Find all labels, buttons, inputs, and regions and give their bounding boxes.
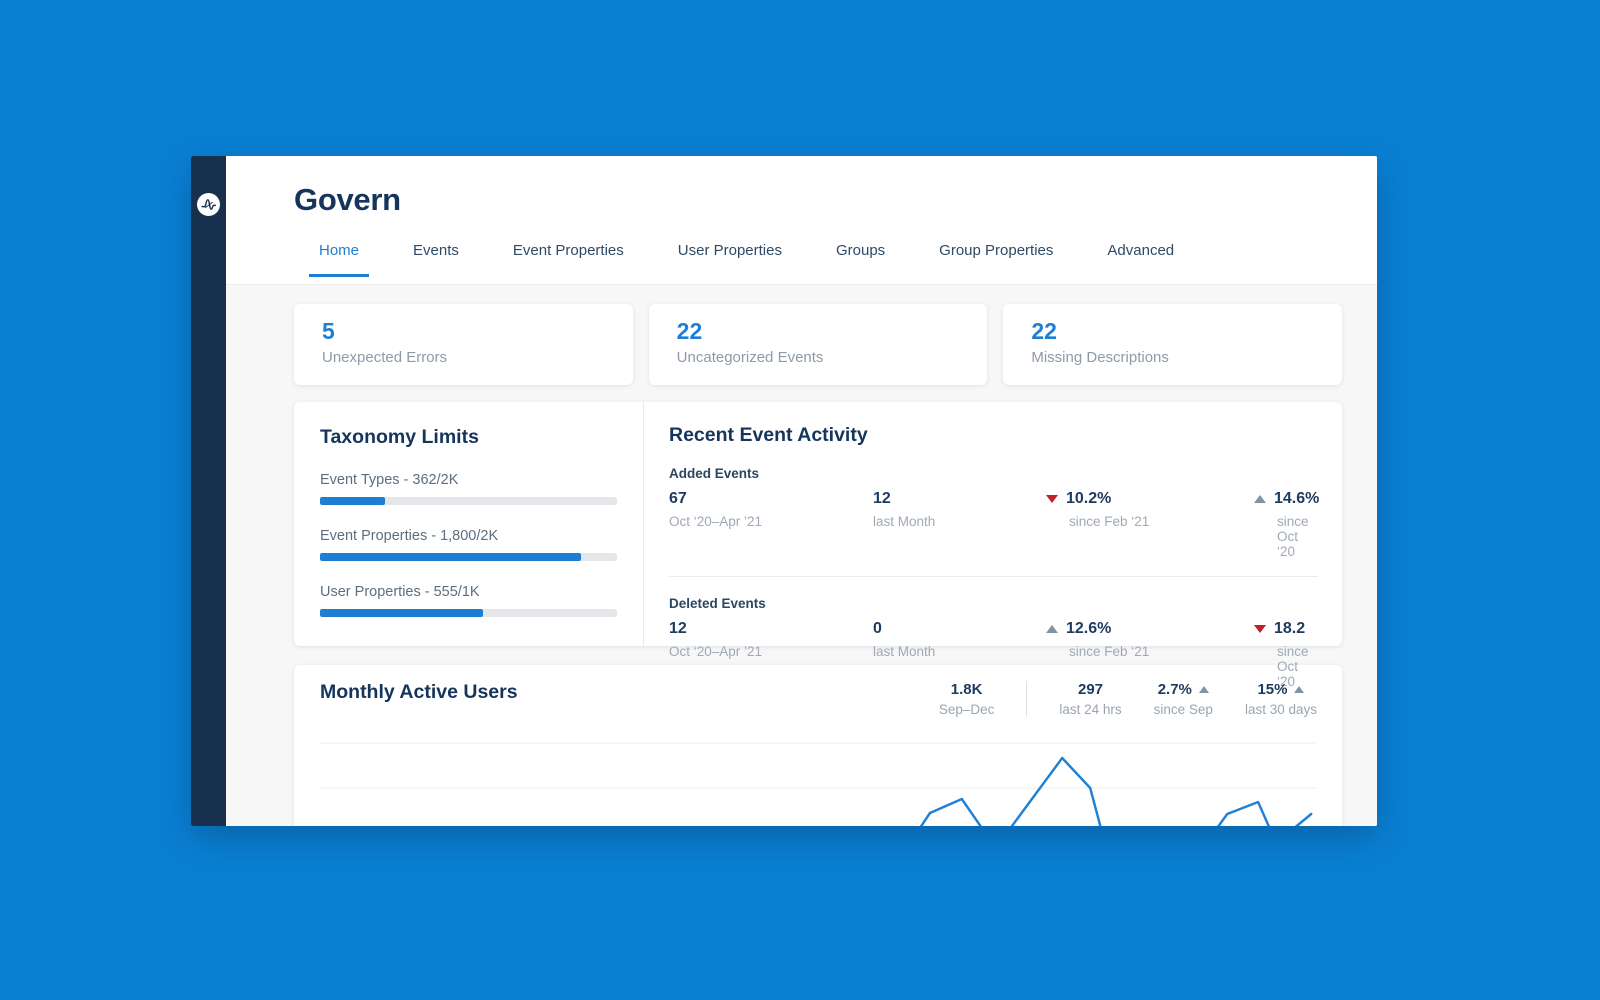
arrow-down-icon	[1254, 625, 1266, 633]
deleted-events-label: Deleted Events	[669, 596, 766, 611]
arrow-up-icon	[1198, 686, 1209, 693]
tab-user-properties[interactable]: User Properties	[677, 242, 782, 259]
waveform-glyph	[201, 199, 217, 210]
app-window: Govern Home Events Event Properties User…	[191, 156, 1377, 826]
taxonomy-item-label: Event Types - 362/2K	[320, 472, 459, 488]
stat-block: 10.2% since Feb ‘21	[1046, 490, 1254, 559]
arrow-up-icon	[1046, 625, 1058, 633]
arrow-up-icon	[1294, 686, 1305, 693]
progress-fill	[320, 497, 386, 505]
stat-block: 1.8K Sep–Dec	[939, 681, 995, 717]
stat-value: 5	[322, 318, 335, 344]
stat-value: 0	[873, 620, 882, 637]
stat-block: 297 last 24 hrs	[1059, 681, 1121, 717]
stat-sub: Oct ‘20–Apr ’21	[669, 644, 763, 659]
taxonomy-item-event-types: Event Types - 362/2K	[320, 472, 617, 505]
stat-value: 15%	[1257, 681, 1288, 698]
deleted-events-stats: 12 Oct ‘20–Apr ’21 0 last Month 12.6%	[669, 620, 1318, 689]
stat-sub: last 30 days	[1244, 702, 1317, 717]
taxonomy-item-label: Event Properties - 1,800/2K	[320, 528, 499, 544]
vertical-divider	[1026, 681, 1028, 717]
horizontal-divider	[669, 576, 1318, 577]
taxonomy-item-user-properties: User Properties - 555/1K	[320, 584, 617, 617]
progress-bar	[320, 553, 617, 561]
stat-block: 12.6% since Feb ‘21	[1046, 620, 1254, 689]
chart-canvas	[320, 742, 1317, 826]
stat-block: 12 Oct ‘20–Apr ’21	[669, 620, 873, 689]
stat-sub: since Oct ‘20	[1277, 644, 1309, 689]
stat-label: Unexpected Errors	[322, 348, 448, 366]
stat-value: 2.7%	[1157, 681, 1192, 698]
stat-value: 297	[1078, 681, 1104, 698]
dashboard-content: 5 Unexpected Errors 22 Uncategorized Eve…	[226, 285, 1377, 826]
stat-label: Uncategorized Events	[676, 348, 824, 366]
stat-value: 12.6%	[1066, 620, 1112, 637]
stat-value: 67	[669, 490, 687, 507]
stat-block: 12 last Month	[873, 490, 1046, 559]
nav-sidebar	[191, 156, 226, 826]
tab-group-properties[interactable]: Group Properties	[939, 242, 1054, 259]
tab-event-properties[interactable]: Event Properties	[512, 242, 624, 259]
stat-sub: since Oct ‘20	[1277, 514, 1309, 559]
vertical-divider	[643, 402, 644, 646]
chart-line-series	[920, 756, 1313, 826]
recent-event-activity-title: Recent Event Activity	[669, 424, 868, 446]
mau-line-chart[interactable]	[320, 726, 1317, 826]
stat-value: 14.6%	[1274, 490, 1320, 507]
progress-bar	[320, 609, 617, 617]
taxonomy-limits-panel: Taxonomy Limits Event Types - 362/2K Eve…	[294, 402, 643, 646]
stat-sub: since Sep	[1153, 702, 1213, 717]
tab-home[interactable]: Home	[309, 242, 370, 277]
arrow-down-icon	[1046, 495, 1058, 503]
added-events-stats: 67 Oct ‘20–Apr ’21 12 last Month 10.2%	[669, 490, 1319, 559]
stat-value: 18.2	[1274, 620, 1306, 637]
stat-block: 18.2 since Oct ‘20	[1254, 620, 1318, 689]
progress-fill	[320, 609, 484, 617]
main-area: Govern Home Events Event Properties User…	[226, 156, 1377, 826]
stat-sub: last Month	[873, 514, 936, 529]
taxonomy-and-activity-card: Taxonomy Limits Event Types - 362/2K Eve…	[294, 402, 1342, 689]
stat-sub: since Feb ‘21	[1069, 644, 1150, 659]
stat-value: 1.8K	[950, 681, 983, 698]
stat-sub: Sep–Dec	[938, 702, 995, 717]
stat-sub: last 24 hrs	[1059, 702, 1122, 717]
amplitude-logo-icon[interactable]	[197, 193, 220, 216]
added-events-label: Added Events	[669, 466, 760, 481]
stat-value: 12	[669, 620, 687, 637]
arrow-up-icon	[1254, 495, 1266, 503]
stat-label: Missing Descriptions	[1031, 348, 1169, 366]
progress-fill	[320, 553, 582, 561]
summary-stats-row: 5 Unexpected Errors 22 Uncategorized Eve…	[294, 304, 1343, 385]
stat-sub: since Feb ‘21	[1069, 514, 1150, 529]
stat-sub: Oct ‘20–Apr ’21	[669, 514, 763, 529]
taxonomy-limits-title: Taxonomy Limits	[320, 426, 479, 448]
tab-bar: Home Events Event Properties User Proper…	[309, 242, 1377, 277]
stat-value: 10.2%	[1066, 490, 1112, 507]
stat-value: 22	[1031, 318, 1057, 344]
stat-card-missing-descriptions[interactable]: 22 Missing Descriptions	[1003, 304, 1343, 385]
page-header: Govern Home Events Event Properties User…	[226, 156, 1377, 285]
stat-card-uncategorized-events[interactable]: 22 Uncategorized Events	[648, 304, 988, 385]
stat-block: 2.7% since Sep	[1154, 681, 1213, 717]
progress-bar	[320, 497, 617, 505]
stat-block: 0 last Month	[873, 620, 1046, 689]
mau-header: Monthly Active Users 1.8K Sep–Dec 297 la…	[320, 681, 1317, 721]
stat-block: 67 Oct ‘20–Apr ’21	[669, 490, 873, 559]
stat-sub: last Month	[873, 644, 936, 659]
tab-events[interactable]: Events	[413, 242, 459, 259]
mau-stats: 1.8K Sep–Dec 297 last 24 hrs 2.7%	[939, 681, 1317, 717]
stat-block: 15% last 30 days	[1245, 681, 1317, 717]
taxonomy-item-label: User Properties - 555/1K	[320, 584, 480, 600]
tab-groups[interactable]: Groups	[835, 242, 886, 259]
page-title: Govern	[294, 182, 401, 217]
taxonomy-item-event-properties: Event Properties - 1,800/2K	[320, 528, 617, 561]
stat-block: 14.6% since Oct ‘20	[1254, 490, 1319, 559]
stat-card-unexpected-errors[interactable]: 5 Unexpected Errors	[294, 304, 633, 385]
stat-value: 12	[873, 490, 891, 507]
mau-title: Monthly Active Users	[320, 681, 518, 703]
stat-value: 22	[676, 318, 703, 344]
monthly-active-users-card: Monthly Active Users 1.8K Sep–Dec 297 la…	[294, 665, 1342, 826]
tab-advanced[interactable]: Advanced	[1107, 242, 1175, 259]
recent-event-activity-panel: Recent Event Activity Added Events 67 Oc…	[644, 402, 1342, 689]
